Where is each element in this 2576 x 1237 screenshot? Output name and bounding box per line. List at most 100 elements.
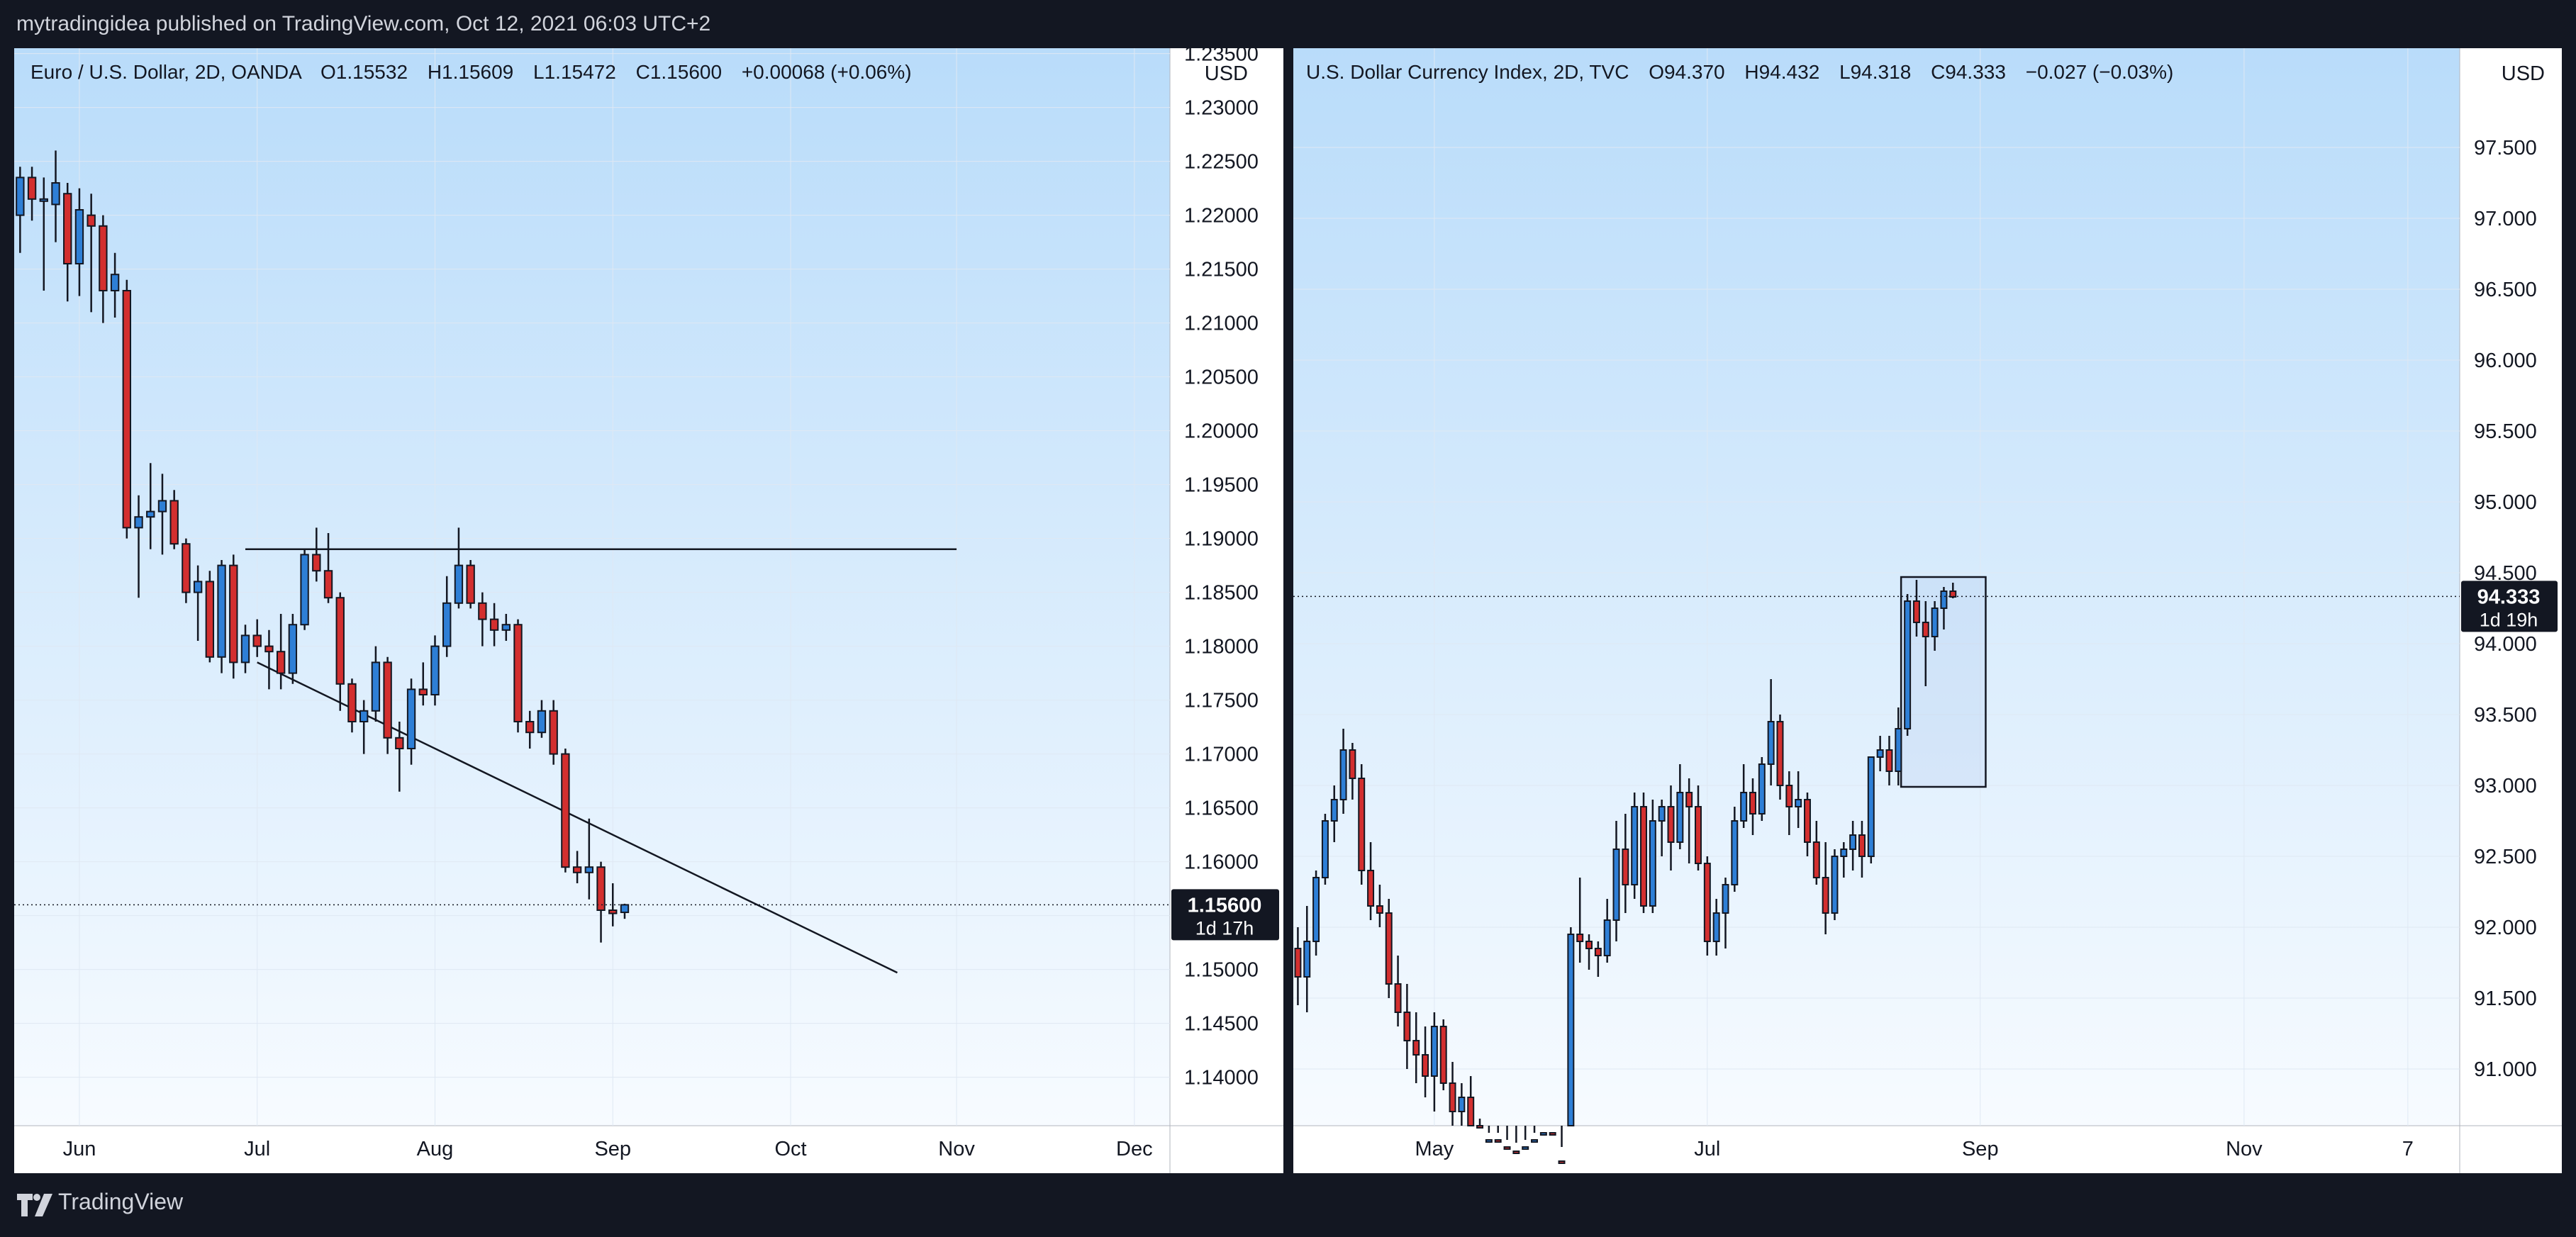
candle [406,678,416,765]
candle [1339,729,1347,814]
candle [146,463,155,549]
candle-body [489,618,499,631]
candle [74,188,84,296]
candles [1294,580,1957,1164]
candle [300,549,309,630]
price-tick-label: 92.000 [2474,917,2537,939]
price-tick-label: 93.500 [2474,704,2537,727]
symbol-legend[interactable]: Euro / U.S. Dollar, 2D, OANDA O1.15532 H… [30,61,912,83]
symbol-legend[interactable]: U.S. Dollar Currency Index, 2D, TVC O94.… [1306,61,2173,83]
candle [537,700,547,738]
candle-body [1522,1146,1529,1150]
price-tick-label: 1.17500 [1184,690,1259,712]
dxy-chart-panel[interactable]: 97.500 97.000 96.500 96.000 95.500 95.000 94.5… [1293,48,2562,1173]
candle [63,183,72,302]
candle-body [217,564,226,658]
candle [252,619,262,657]
candle-body [1485,1139,1493,1143]
price-tick-label: 1.14000 [1184,1067,1259,1090]
candle [1885,736,1893,785]
price-tick-label: 97.000 [2474,208,2537,230]
candle-body [501,624,511,631]
candle [1612,821,1620,941]
candle [1412,1012,1420,1083]
candle-body [620,904,630,914]
candle [229,554,238,679]
candle-body [466,564,475,604]
candle [1458,1083,1466,1126]
close-value: C1.15600 [636,61,722,83]
candle-body [1631,806,1639,885]
candle [288,614,298,684]
change-value: −0.027 (−0.03%) [2026,61,2174,83]
candle-body [1922,622,1929,637]
candle-body [1695,806,1702,864]
time-tick-label: Oct [774,1138,806,1160]
candle-body [1840,849,1848,857]
candle-body [27,177,37,200]
candle-body [300,554,309,626]
candle-body [252,634,262,647]
candle-body [383,661,392,739]
candle [1867,756,1875,863]
candle-body [146,510,155,518]
price-tick-label: 1.23000 [1184,97,1259,120]
tradingview-logo-icon[interactable] [16,1191,55,1219]
time-tick-label: May [1415,1138,1454,1160]
candle-body [1731,820,1739,885]
candle-body [430,645,440,695]
candle-body [1385,912,1393,985]
candle-body [1539,1132,1547,1136]
candle [1831,849,1839,920]
candle-body [1740,792,1748,822]
low-value: L94.318 [1839,61,1911,83]
candle-body [1503,1146,1511,1150]
candle [620,903,630,919]
candle [1685,778,1693,863]
candle-body [157,500,167,513]
time-tick-label: Nov [938,1138,975,1160]
candle-body [1876,749,1884,758]
candle [1849,821,1857,871]
candle-body [608,909,618,914]
currency-label: USD [1205,62,1248,85]
price-tick-label: 1.20000 [1184,420,1259,443]
candle-body [1558,1160,1566,1164]
footer-bar: TradingView [0,1173,2576,1237]
candle [1822,842,1829,934]
candle-body [16,177,25,216]
candle-body [1931,608,1939,637]
price-tick-label: 91.500 [2474,987,2537,1010]
candle-body [323,570,333,599]
candle-body [1895,728,1902,772]
candle [1394,956,1402,1026]
eurusd-chart-svg[interactable]: 1.23500 1.23000 1.22500 1.22000 1.21500 1.210… [14,48,1283,1173]
candle [1403,984,1411,1069]
candle-body [1712,912,1720,942]
candle [1385,899,1393,998]
candle-body [1394,983,1402,1013]
price-tick-label: 1.19000 [1184,528,1259,551]
candle-body [1940,590,1948,609]
symbol-name: Euro / U.S. Dollar, 2D, OANDA [30,61,302,83]
candle-body [240,634,250,664]
candle [1594,941,1602,977]
candle-body [1849,834,1857,850]
candle [1622,814,1629,913]
eurusd-chart-panel[interactable]: 1.23500 1.23000 1.22500 1.22000 1.21500 1.210… [14,48,1283,1173]
candle [312,527,321,582]
candle-body [584,866,594,873]
price-tick-label: 93.000 [2474,775,2537,797]
candle-body [572,866,582,873]
price-tick-label: 1.14500 [1184,1013,1259,1036]
candle [513,619,523,733]
time-tick-label: Nov [2226,1138,2263,1160]
candle-body [1476,1125,1484,1129]
high-value: H1.15609 [428,61,513,83]
candle [1422,1026,1429,1097]
candle [1585,934,1593,970]
dxy-chart-svg[interactable]: 97.50097.00096.50096.00095.50095.00094.5… [1293,48,2562,1173]
tradingview-brand[interactable]: TradingView [58,1189,184,1214]
candle-body [1831,856,1839,914]
